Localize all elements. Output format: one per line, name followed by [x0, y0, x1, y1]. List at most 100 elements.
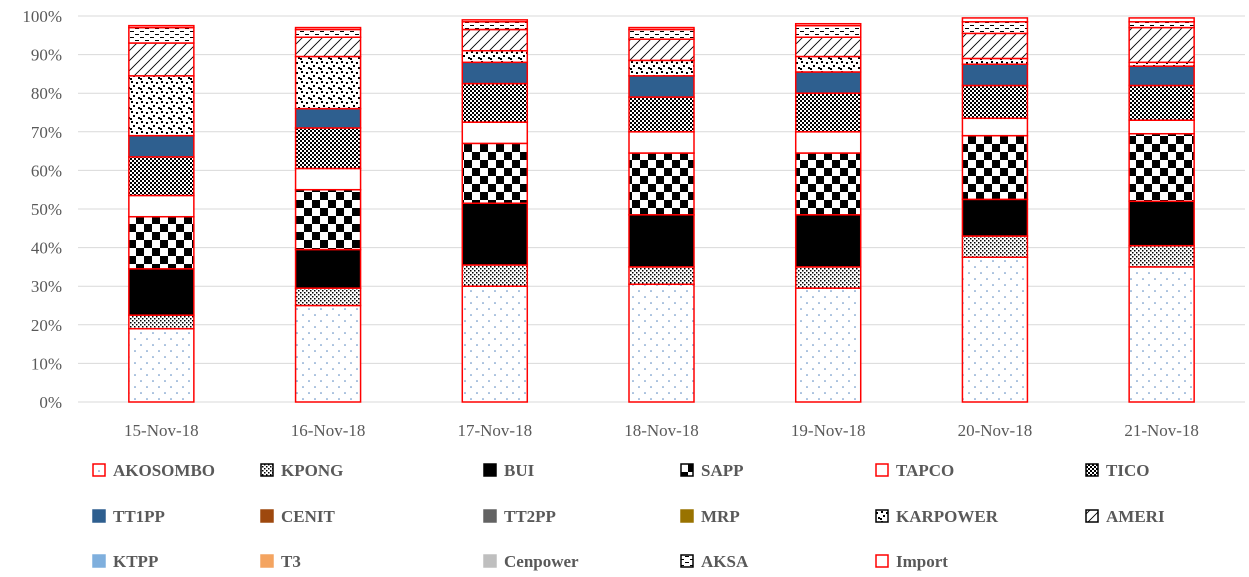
legend-swatch — [92, 554, 106, 568]
legend-item-sapp: SAPP — [680, 461, 744, 480]
legend-swatch — [875, 554, 889, 568]
legend-swatch — [483, 463, 497, 477]
bar-segment-tico — [794, 92, 862, 133]
legend-item-karpower: KARPOWER — [875, 507, 999, 526]
bar-segment-import — [628, 26, 695, 31]
legend-swatch — [260, 463, 274, 477]
legend-swatch — [260, 554, 274, 568]
bar-segment-aksa — [128, 26, 195, 44]
legend-label: TT1PP — [113, 507, 165, 526]
legend-label: T3 — [281, 552, 301, 571]
bar-segment-akosombo — [461, 285, 529, 403]
legend-item-import: Import — [875, 552, 948, 571]
legend-item-tt2pp: TT2PP — [483, 507, 556, 526]
legend-item-ameri: AMERI — [1085, 507, 1165, 526]
bar-stack-17-Nov-18 — [461, 19, 529, 403]
bars — [128, 17, 1195, 403]
legend-swatch — [875, 463, 889, 477]
x-tick-label: 21-Nov-18 — [1124, 421, 1199, 440]
legend-label: Cenpower — [504, 552, 579, 571]
bar-segment-kpong — [461, 264, 529, 287]
bar-segment-aksa — [1128, 21, 1195, 29]
bar-segment-tico — [128, 156, 195, 197]
bar-segment-sapp — [1128, 132, 1195, 203]
bar-segment-karpower — [461, 49, 529, 64]
bar-stack-21-Nov-18 — [1128, 17, 1195, 403]
bar-segment-bui — [1128, 200, 1195, 247]
legend-label: KTPP — [113, 552, 158, 571]
bar-segment-tico — [461, 82, 529, 123]
legend-item-t3: T3 — [260, 552, 301, 571]
legend-swatch — [1085, 463, 1099, 477]
bar-segment-ameri — [461, 28, 529, 52]
legend-label: TT2PP — [504, 507, 556, 526]
bar-segment-import — [294, 26, 362, 31]
bar-segment-sapp — [461, 142, 529, 204]
bar-segment-sapp — [961, 134, 1029, 201]
y-tick-label: 40% — [31, 239, 62, 258]
y-tick-label: 60% — [31, 161, 62, 180]
bar-segment-sapp — [128, 215, 195, 270]
legend: AKOSOMBO KPONG BUI SAPP TAPCO TICO TT1PP CENIT T… — [92, 461, 1165, 571]
legend-label: CENIT — [281, 507, 336, 526]
legend-item-tico: TICO — [1085, 461, 1149, 480]
bar-segment-tico — [1128, 84, 1195, 121]
bar-segment-aksa — [794, 24, 862, 38]
bar-segment-tico — [961, 84, 1029, 120]
legend-label: AKOSOMBO — [113, 461, 215, 480]
bar-segment-sapp — [628, 152, 695, 216]
bar-segment-akosombo — [128, 327, 195, 403]
legend-swatch — [680, 509, 694, 523]
legend-item-tt1pp: TT1PP — [92, 507, 165, 526]
legend-label: KARPOWER — [896, 507, 999, 526]
bar-segment-bui — [461, 202, 529, 266]
x-tick-label: 18-Nov-18 — [624, 421, 699, 440]
legend-swatch — [483, 554, 497, 568]
bar-segment-bui — [128, 268, 195, 316]
bar-segment-kpong — [128, 314, 195, 330]
legend-label: AKSA — [701, 552, 749, 571]
bar-segment-ameri — [128, 42, 195, 77]
legend-item-cenit: CENIT — [260, 507, 336, 526]
bar-segment-tt1pp — [961, 63, 1029, 87]
bar-segment-kpong — [628, 266, 695, 286]
bar-segment-kpong — [294, 287, 362, 307]
legend-item-mrp: MRP — [680, 507, 740, 526]
bar-stack-15-Nov-18 — [128, 24, 195, 403]
bar-segment-bui — [961, 198, 1029, 237]
legend-label: AMERI — [1106, 507, 1165, 526]
bar-segment-karpower — [128, 75, 195, 137]
bar-segment-import — [461, 19, 529, 23]
legend-label: Import — [896, 552, 948, 571]
bar-segment-karpower — [294, 55, 362, 110]
bar-segment-tt1pp — [294, 107, 362, 129]
bar-segment-tapco — [294, 167, 362, 191]
bar-segment-import — [961, 17, 1029, 23]
x-tick-label: 17-Nov-18 — [457, 421, 532, 440]
bar-segment-import — [794, 22, 862, 27]
legend-swatch — [875, 509, 889, 523]
legend-label: BUI — [504, 461, 535, 480]
bar-segment-karpower — [628, 59, 695, 77]
y-tick-label: 0% — [39, 393, 62, 412]
bar-segment-tt1pp — [128, 134, 195, 158]
legend-swatch — [92, 463, 106, 477]
bar-segment-kpong — [794, 266, 862, 289]
bar-segment-tico — [628, 96, 695, 133]
y-tick-label: 30% — [31, 277, 62, 296]
bar-segment-aksa — [628, 28, 695, 40]
legend-swatch — [260, 509, 274, 523]
legend-swatch — [483, 509, 497, 523]
legend-label: TAPCO — [896, 461, 954, 480]
bar-segment-tapco — [794, 131, 862, 154]
bar-stack-16-Nov-18 — [294, 26, 362, 403]
bar-segment-import — [1128, 17, 1195, 23]
y-tick-label: 70% — [31, 123, 62, 142]
legend-item-kpong: KPONG — [260, 461, 343, 480]
legend-item-cenpower: Cenpower — [483, 552, 579, 571]
legend-item-tapco: TAPCO — [875, 461, 954, 480]
bar-segment-tt1pp — [794, 71, 862, 94]
legend-swatch — [680, 554, 694, 568]
bar-segment-tt1pp — [461, 61, 529, 85]
